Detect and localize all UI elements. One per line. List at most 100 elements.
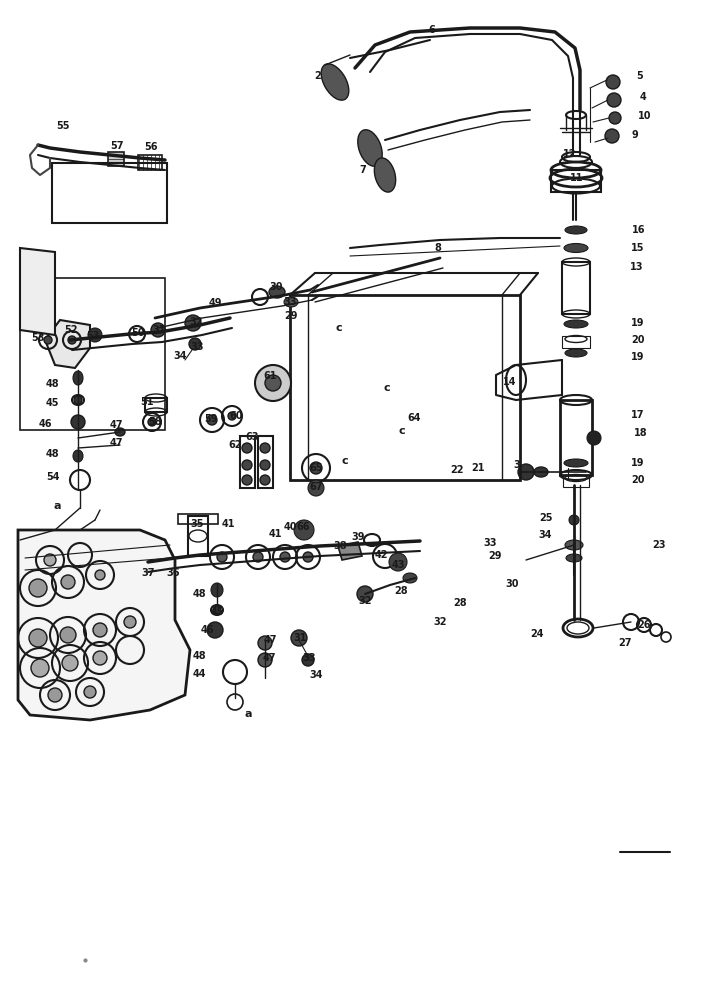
Circle shape bbox=[31, 659, 49, 677]
Text: 31: 31 bbox=[152, 325, 166, 335]
Text: 33: 33 bbox=[283, 297, 297, 307]
Text: 48: 48 bbox=[45, 449, 59, 459]
Text: 52: 52 bbox=[65, 325, 77, 335]
Circle shape bbox=[609, 112, 621, 124]
Text: 28: 28 bbox=[453, 598, 467, 608]
Text: 53: 53 bbox=[86, 331, 100, 341]
Text: 15: 15 bbox=[631, 243, 645, 253]
Circle shape bbox=[124, 616, 136, 628]
Circle shape bbox=[302, 654, 314, 666]
Circle shape bbox=[587, 431, 601, 445]
Circle shape bbox=[389, 553, 407, 571]
Text: 30: 30 bbox=[505, 579, 519, 589]
Bar bbox=[562, 336, 590, 348]
Text: 55: 55 bbox=[56, 121, 70, 131]
Ellipse shape bbox=[374, 158, 396, 192]
Text: 29: 29 bbox=[284, 311, 298, 321]
Text: 59: 59 bbox=[204, 414, 218, 424]
Text: 42: 42 bbox=[374, 550, 388, 560]
Circle shape bbox=[258, 653, 272, 667]
Text: c: c bbox=[336, 323, 342, 333]
Circle shape bbox=[308, 480, 324, 496]
Text: 19: 19 bbox=[631, 458, 645, 468]
Text: 57: 57 bbox=[110, 141, 124, 151]
Circle shape bbox=[61, 575, 75, 589]
Circle shape bbox=[242, 460, 252, 470]
Circle shape bbox=[93, 623, 107, 637]
Circle shape bbox=[60, 627, 76, 643]
Bar bbox=[290, 295, 520, 480]
Ellipse shape bbox=[73, 450, 83, 462]
Text: 46: 46 bbox=[200, 625, 214, 635]
Text: 41: 41 bbox=[268, 529, 282, 539]
Circle shape bbox=[95, 570, 105, 580]
Text: 2: 2 bbox=[315, 71, 321, 81]
Text: 35: 35 bbox=[190, 519, 204, 529]
Circle shape bbox=[68, 336, 76, 344]
Circle shape bbox=[260, 460, 270, 470]
Bar bbox=[20, 278, 165, 430]
Text: 58: 58 bbox=[148, 417, 162, 427]
Circle shape bbox=[151, 323, 165, 337]
Text: 19: 19 bbox=[631, 352, 645, 362]
Text: 20: 20 bbox=[631, 475, 645, 485]
Text: 50: 50 bbox=[131, 328, 145, 338]
Text: 66: 66 bbox=[296, 522, 310, 532]
Text: 32: 32 bbox=[433, 617, 447, 627]
Text: 5: 5 bbox=[637, 71, 643, 81]
Bar bbox=[562, 262, 590, 314]
Circle shape bbox=[253, 552, 263, 562]
Polygon shape bbox=[338, 542, 362, 560]
Text: 10: 10 bbox=[638, 111, 652, 121]
Ellipse shape bbox=[564, 459, 588, 467]
Text: 47: 47 bbox=[109, 438, 123, 448]
Text: 62: 62 bbox=[228, 440, 242, 450]
Circle shape bbox=[260, 475, 270, 485]
Circle shape bbox=[44, 336, 52, 344]
Circle shape bbox=[48, 688, 62, 702]
Bar bbox=[560, 400, 592, 475]
Text: 48: 48 bbox=[192, 589, 206, 599]
Text: 47: 47 bbox=[263, 635, 277, 645]
Bar bbox=[188, 516, 208, 556]
Text: 8: 8 bbox=[435, 243, 442, 253]
Circle shape bbox=[265, 375, 281, 391]
Text: 26: 26 bbox=[637, 620, 651, 630]
Text: 43: 43 bbox=[391, 560, 405, 570]
Circle shape bbox=[185, 315, 201, 331]
Circle shape bbox=[84, 686, 96, 698]
Text: 25: 25 bbox=[539, 513, 553, 523]
Text: 7: 7 bbox=[360, 165, 366, 175]
Text: 17: 17 bbox=[631, 410, 645, 420]
Text: 60: 60 bbox=[229, 411, 243, 421]
Text: 29: 29 bbox=[488, 551, 502, 561]
Text: 45: 45 bbox=[45, 398, 59, 408]
Polygon shape bbox=[20, 248, 55, 335]
Text: c: c bbox=[384, 383, 390, 393]
Circle shape bbox=[29, 629, 47, 647]
Text: 23: 23 bbox=[652, 540, 666, 550]
Text: 20: 20 bbox=[631, 335, 645, 345]
Text: 18: 18 bbox=[635, 428, 648, 438]
Text: 44: 44 bbox=[192, 669, 206, 679]
Ellipse shape bbox=[564, 320, 588, 328]
Bar bbox=[258, 436, 273, 488]
Circle shape bbox=[207, 622, 223, 638]
Text: 54: 54 bbox=[47, 472, 60, 482]
Text: 14: 14 bbox=[503, 377, 517, 387]
Text: 33: 33 bbox=[303, 653, 315, 663]
Circle shape bbox=[569, 515, 579, 525]
Circle shape bbox=[303, 552, 313, 562]
Text: 36: 36 bbox=[166, 568, 180, 578]
Text: 48: 48 bbox=[192, 651, 206, 661]
Ellipse shape bbox=[565, 349, 587, 357]
Bar bbox=[108, 152, 124, 166]
Text: 53: 53 bbox=[32, 333, 44, 343]
Ellipse shape bbox=[565, 226, 587, 234]
Bar bbox=[178, 514, 218, 524]
Circle shape bbox=[71, 415, 85, 429]
Circle shape bbox=[142, 561, 154, 573]
Text: 27: 27 bbox=[618, 638, 632, 648]
Bar bbox=[551, 170, 601, 192]
Bar bbox=[138, 155, 162, 170]
